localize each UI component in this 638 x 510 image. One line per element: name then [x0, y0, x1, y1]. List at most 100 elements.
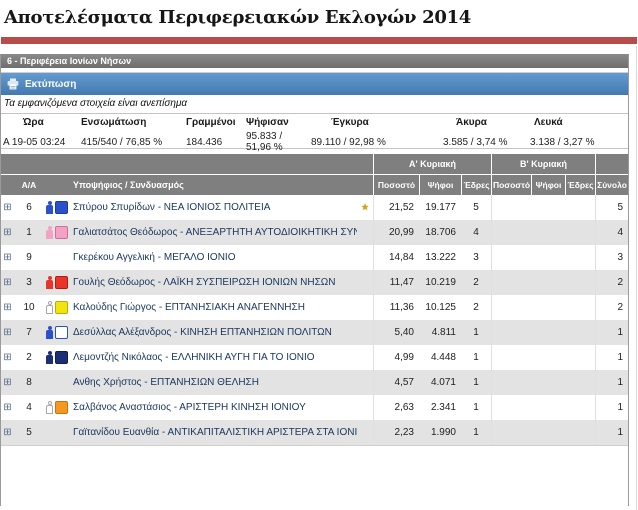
col-winner	[357, 175, 373, 195]
candidate-name: Ανθης Χρήστος - ΕΠΤΑΝΗΣΙΩΝ ΘΕΛΗΣΗ	[73, 377, 259, 388]
person-icon	[46, 201, 53, 214]
a-votes: 13.222	[425, 252, 456, 263]
winner-star-icon	[357, 295, 373, 320]
party-logo	[44, 370, 70, 395]
b-seats	[565, 320, 595, 345]
candidate-name: Λεμοντζής Νικόλαος - ΕΛΛΗΝΙΚΗ ΑΥΓΗ ΓΙΑ Τ…	[73, 352, 315, 363]
summary-stats: Ώρα Ενσωμάτωση Γραμμένοι Ψήφισαν Έγκυρα …	[1, 113, 628, 153]
party-color-box	[55, 351, 68, 364]
party-color-box	[55, 201, 68, 214]
col-a-votes: Ψήφοι	[419, 175, 461, 195]
row-number: 1	[26, 227, 32, 238]
expand-row-button[interactable]: ⊞	[1, 220, 14, 245]
candidate-name: Γουλής Θεόδωρος - ΛΑΪΚΗ ΣΥΣΠΕΙΡΩΣΗ ΙΟΝΙΩ…	[73, 277, 336, 288]
expand-row-button[interactable]: ⊞	[1, 245, 14, 270]
row-total: 4	[595, 220, 628, 245]
b-percent	[491, 320, 531, 345]
b-seats	[565, 220, 595, 245]
row-number: 2	[26, 352, 32, 363]
row-number: 7	[26, 327, 32, 338]
group-header-total-spacer	[595, 154, 628, 174]
printer-icon	[7, 78, 19, 90]
row-total: 1	[595, 345, 628, 370]
party-logo	[44, 320, 70, 345]
candidate-name: Σπύρου Σπυρίδων - ΝΕΑ ΙΟΝΙΟΣ ΠΟΛΙΤΕΙΑ	[73, 202, 271, 213]
a-seats: 1	[473, 377, 479, 388]
page-title: Αποτελέσματα Περιφερειακών Εκλογών 2014	[4, 7, 472, 28]
expand-icon: ⊞	[3, 276, 12, 288]
a-percent: 4,57	[373, 370, 419, 395]
print-button[interactable]: Εκτύπωση	[1, 72, 628, 95]
a-votes: 2.341	[430, 402, 456, 413]
right-edge-divider	[636, 46, 637, 510]
a-votes: 4.811	[431, 327, 456, 338]
person-icon	[46, 401, 53, 414]
b-votes	[531, 195, 565, 220]
row-number: 6	[26, 202, 32, 213]
col-group-first-sunday: Α' Κυριακή	[373, 154, 491, 174]
expand-row-button[interactable]: ⊞	[1, 370, 14, 395]
row-total: 2	[595, 270, 628, 295]
expand-icon: ⊞	[3, 201, 12, 213]
table-row: ⊞ 5 Γαϊτανίδου Ευανθία - ΑΝΤΙΚΑΠΙΤΑΛΙΣΤΙ…	[1, 420, 628, 445]
b-percent	[491, 220, 531, 245]
b-percent	[491, 395, 531, 420]
expand-row-button[interactable]: ⊞	[1, 395, 14, 420]
party-color-box	[55, 226, 68, 239]
expand-row-button[interactable]: ⊞	[1, 320, 14, 345]
b-seats	[565, 245, 595, 270]
person-icon	[46, 326, 53, 339]
party-logo	[44, 245, 70, 270]
a-seats: 2	[473, 302, 479, 313]
table-row: ⊞ 4 Σαλβάνος Αναστάσιος - ΑΡΙΣΤΕΡΗ ΚΙΝΗΣ…	[1, 395, 628, 420]
candidate-name: Γαλιατσάτος Θεόδωρος - ΑΝΕΞΑΡΤΗΤΗ ΑΥΤΟΔΙ…	[73, 227, 357, 238]
row-number: 10	[23, 302, 35, 313]
results-table-group-header: Α' Κυριακή Β' Κυριακή	[1, 154, 628, 175]
a-percent: 11,47	[373, 270, 419, 295]
a-seats: 1	[473, 402, 479, 413]
expand-row-button[interactable]: ⊞	[1, 195, 14, 220]
a-seats: 5	[473, 202, 479, 213]
a-seats: 1	[473, 427, 479, 438]
b-seats	[565, 420, 595, 445]
table-row: ⊞ 6 Σπύρου Σπυρίδων - ΝΕΑ ΙΟΝΙΟΣ ΠΟΛΙΤΕΙ…	[1, 195, 628, 220]
stat-label-valid: Έγκυρα	[331, 117, 369, 128]
stat-value-time: Α 19-05 03:24	[3, 136, 66, 148]
a-seats: 1	[473, 352, 479, 363]
b-percent	[491, 345, 531, 370]
expand-icon: ⊞	[3, 301, 12, 313]
print-label: Εκτύπωση	[25, 78, 77, 90]
stat-label-time: Ώρα	[23, 117, 44, 128]
b-votes	[531, 420, 565, 445]
b-percent	[491, 245, 531, 270]
winner-star-icon	[357, 345, 373, 370]
expand-row-button[interactable]: ⊞	[1, 420, 14, 445]
expand-row-button[interactable]: ⊞	[1, 270, 14, 295]
b-percent	[491, 195, 531, 220]
col-b-votes: Ψήφοι	[531, 175, 565, 195]
expand-row-button[interactable]: ⊞	[1, 295, 14, 320]
a-seats: 3	[473, 252, 479, 263]
region-header: 6 - Περιφέρεια Ιονίων Νήσων	[1, 54, 628, 68]
party-logo	[44, 420, 70, 445]
party-color-box	[55, 276, 68, 289]
row-total: 5	[595, 195, 628, 220]
winner-star-icon	[357, 420, 373, 445]
table-row: ⊞ 9 Γκερέκου Αγγελική - ΜΕΓΑΛΟ ΙΟΝΙΟ 14,…	[1, 245, 628, 270]
candidate-name: Γκερέκου Αγγελική - ΜΕΓΑΛΟ ΙΟΝΙΟ	[73, 252, 236, 263]
winner-star-icon: ★	[360, 202, 370, 212]
b-seats	[565, 195, 595, 220]
stat-value-invalid: 3.585 / 3,74 %	[443, 136, 508, 148]
stat-value-integration: 415/540 / 76,85 %	[81, 136, 163, 148]
expand-row-button[interactable]: ⊞	[1, 345, 14, 370]
b-votes	[531, 270, 565, 295]
col-total: Σύνολο	[595, 175, 628, 195]
expand-icon: ⊞	[3, 426, 12, 438]
winner-star-icon	[357, 370, 373, 395]
b-percent	[491, 420, 531, 445]
a-percent: 14,84	[373, 245, 419, 270]
candidate-name: Σαλβάνος Αναστάσιος - ΑΡΙΣΤΕΡΗ ΚΙΝΗΣΗ ΙΟ…	[73, 402, 306, 413]
stat-value-valid: 89.110 / 92,98 %	[311, 136, 386, 148]
b-percent	[491, 295, 531, 320]
results-table-body: ⊞ 6 Σπύρου Σπυρίδων - ΝΕΑ ΙΟΝΙΟΣ ΠΟΛΙΤΕΙ…	[1, 195, 628, 445]
